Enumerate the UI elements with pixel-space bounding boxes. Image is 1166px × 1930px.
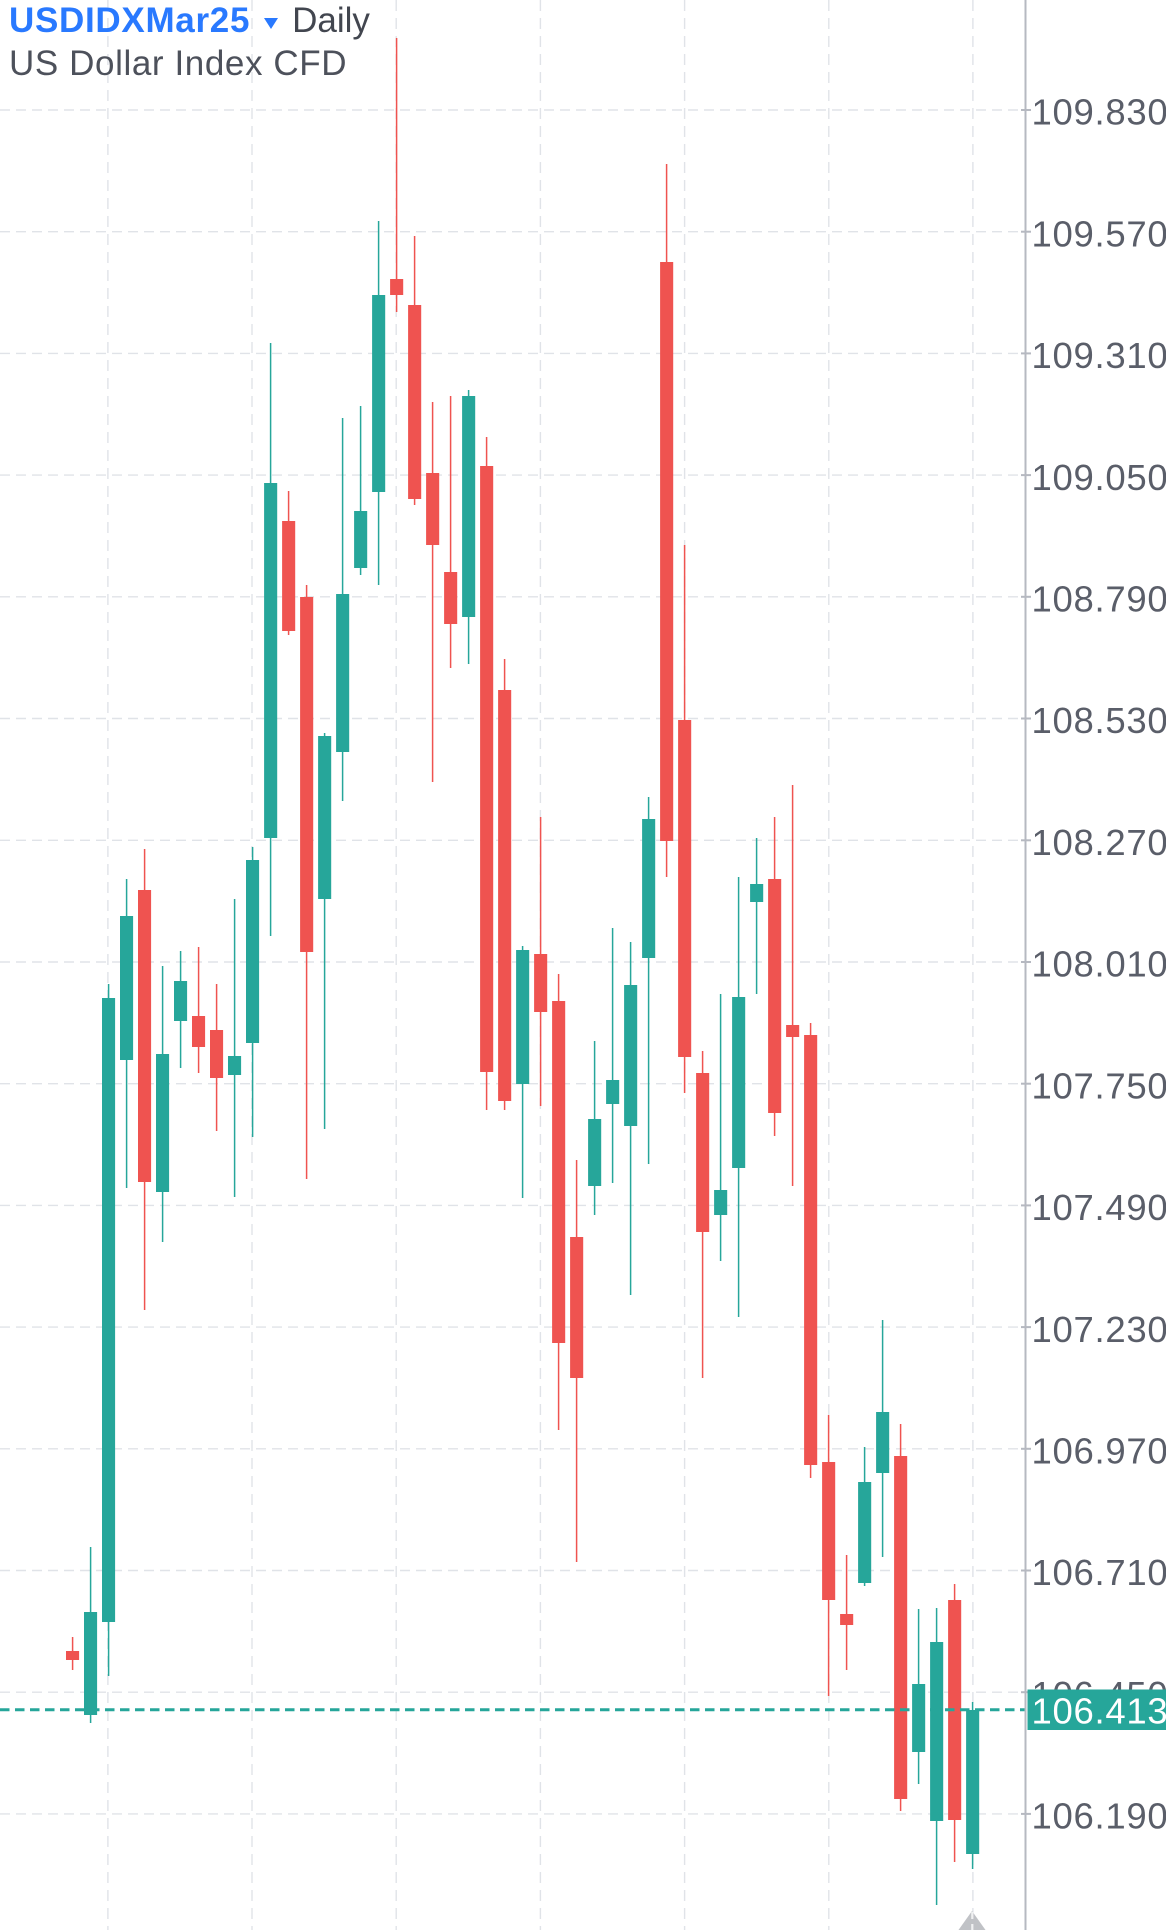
svg-text:107.490: 107.490 [1032,1187,1166,1228]
svg-text:108.530: 108.530 [1032,700,1166,741]
svg-text:106.710: 106.710 [1032,1552,1166,1593]
svg-text:106.190: 106.190 [1032,1796,1166,1837]
svg-text:106.413: 106.413 [1032,1691,1166,1732]
svg-text:107.750: 107.750 [1032,1065,1166,1106]
svg-text:109.830: 109.830 [1032,92,1166,133]
svg-text:106.970: 106.970 [1032,1431,1166,1472]
svg-text:109.050: 109.050 [1032,457,1166,498]
svg-text:107.230: 107.230 [1032,1309,1166,1350]
svg-text:109.570: 109.570 [1032,213,1166,254]
svg-text:108.010: 108.010 [1032,944,1166,985]
svg-text:109.310: 109.310 [1032,335,1166,376]
svg-text:108.270: 108.270 [1032,822,1166,863]
svg-text:108.790: 108.790 [1032,579,1166,620]
